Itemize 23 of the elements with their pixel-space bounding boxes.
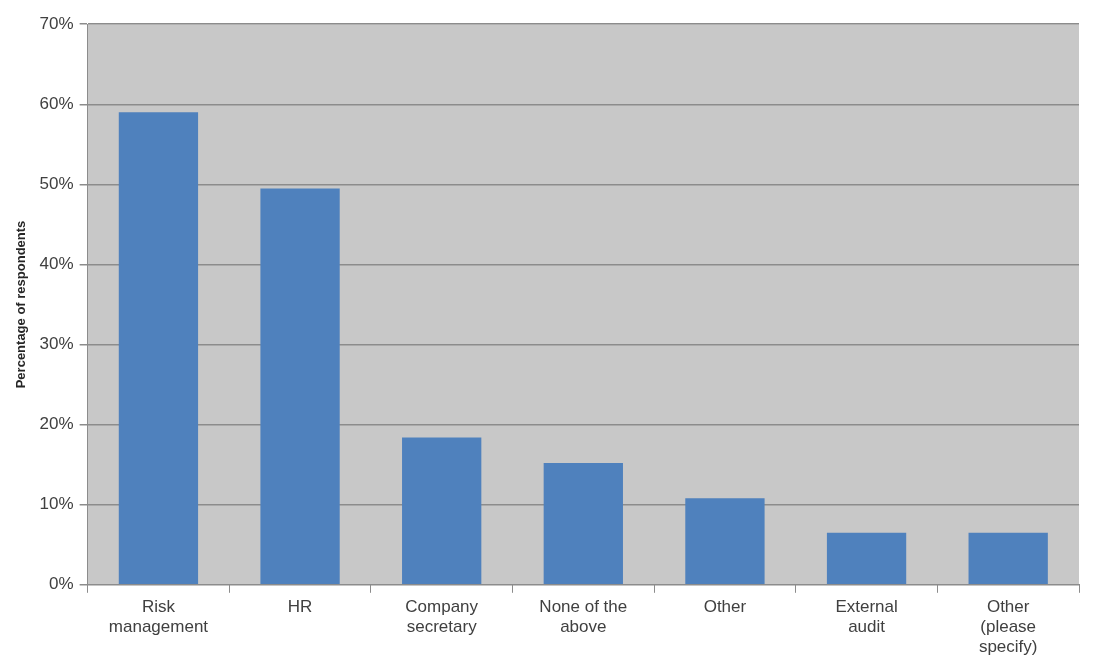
y-axis-title: Percentage of respondents — [13, 220, 29, 389]
x-tick-label: Other (please specify) — [978, 596, 1038, 657]
y-tick-label: 50% — [39, 174, 74, 194]
bar — [118, 112, 199, 585]
y-tick-label: 40% — [39, 254, 74, 274]
bar — [402, 437, 482, 585]
bar — [968, 532, 1048, 585]
x-tick-label: External audit — [835, 596, 898, 637]
y-tick-label: 70% — [39, 13, 74, 33]
bar — [260, 188, 340, 585]
bar — [685, 498, 765, 585]
y-tick-label: 30% — [39, 334, 74, 354]
y-tick-label: 0% — [49, 574, 74, 594]
x-tick-label: Risk management — [108, 596, 209, 637]
x-tick-label: Company secretary — [405, 596, 479, 637]
x-tick-label: HR — [287, 596, 313, 616]
y-tick-label: 20% — [39, 414, 74, 434]
y-tick-label: 10% — [39, 494, 74, 514]
bar — [543, 463, 623, 585]
x-tick-label: Other — [703, 596, 747, 616]
y-tick-label: 60% — [39, 93, 74, 113]
x-tick-label: None of the above — [539, 596, 628, 637]
bar — [826, 532, 907, 585]
